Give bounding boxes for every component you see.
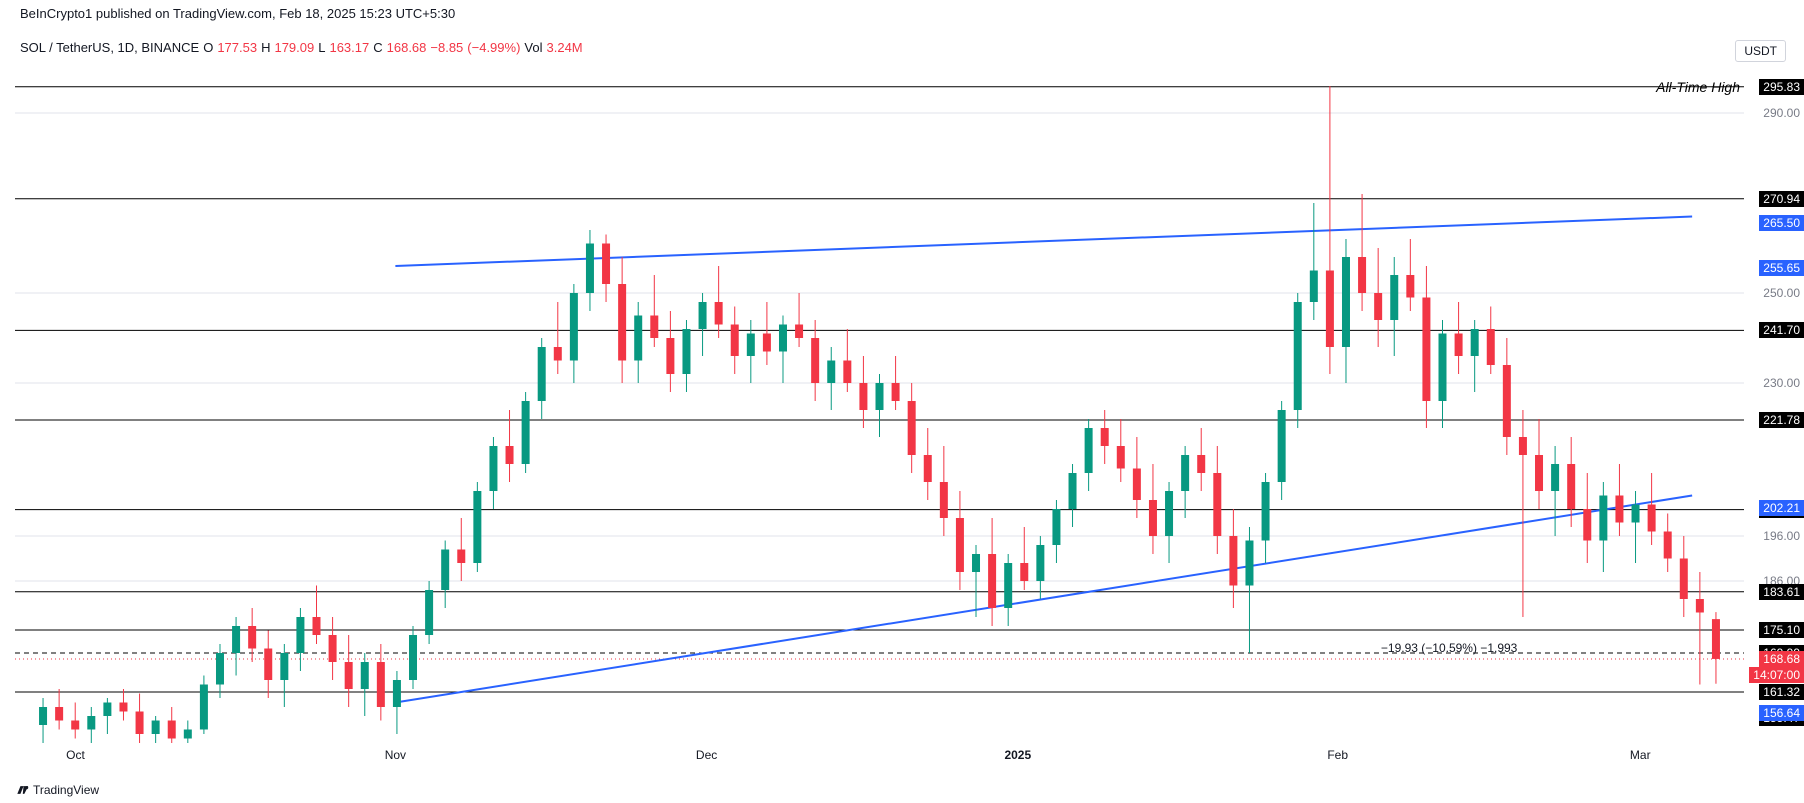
ohlc-o-label: O	[203, 40, 213, 55]
price-label: 175.10	[1759, 622, 1804, 638]
price-label: 230.00	[1759, 375, 1804, 391]
price-label: 270.94	[1759, 191, 1804, 207]
ticker-info: SOL / TetherUS, 1D, BINANCE O 177.53 H 1…	[20, 40, 583, 55]
time-tick: Dec	[696, 748, 717, 762]
ath-label: All-Time High	[1656, 79, 1740, 95]
time-tick: Mar	[1630, 748, 1651, 762]
vol-label: Vol	[524, 40, 542, 55]
price-label: 295.83	[1759, 79, 1804, 95]
price-label: 221.78	[1759, 412, 1804, 428]
time-tick: Oct	[66, 748, 85, 762]
price-label: 183.61	[1759, 584, 1804, 600]
tv-icon	[15, 783, 29, 797]
price-label: 202.21	[1759, 500, 1804, 516]
price-label: 156.64	[1759, 705, 1804, 721]
change-pct: (−4.99%)	[467, 40, 520, 55]
symbol: SOL / TetherUS, 1D, BINANCE	[20, 40, 199, 55]
change-abs: −8.85	[430, 40, 463, 55]
price-label: 250.00	[1759, 285, 1804, 301]
price-label: 255.65	[1759, 260, 1804, 276]
price-label: 161.32	[1759, 684, 1804, 700]
ohlc-l-label: L	[318, 40, 325, 55]
ohlc-c-label: C	[373, 40, 382, 55]
delta-label: −19.93 (−10.59%) −1,993	[1381, 641, 1517, 655]
quote-currency-badge[interactable]: USDT	[1735, 40, 1786, 62]
ohlc-h: 179.09	[274, 40, 314, 55]
ohlc-c: 168.68	[387, 40, 427, 55]
time-tick: Nov	[385, 748, 406, 762]
footer-text: TradingView	[33, 783, 99, 797]
price-scale[interactable]: 290.00250.00230.00196.00186.00295.83270.…	[1744, 68, 1804, 743]
ohlc-o: 177.53	[217, 40, 257, 55]
ohlc-l: 163.17	[329, 40, 369, 55]
price-label: 265.50	[1759, 215, 1804, 231]
price-label: 290.00	[1759, 105, 1804, 121]
time-tick: Feb	[1327, 748, 1348, 762]
price-label: 168.68	[1759, 651, 1804, 667]
tradingview-logo: TradingView	[15, 783, 99, 797]
time-scale[interactable]: Oct Nov Dec 2025 Feb Mar	[15, 748, 1744, 768]
price-label: 241.70	[1759, 322, 1804, 338]
vol-value: 3.24M	[547, 40, 583, 55]
ohlc-h-label: H	[261, 40, 270, 55]
chart-area[interactable]: All-Time High −19.93 (−10.59%) −1,993	[15, 68, 1744, 743]
publisher-line: BeInCrypto1 published on TradingView.com…	[20, 6, 455, 21]
countdown-label: 14:07:00	[1749, 667, 1804, 683]
time-tick: 2025	[1004, 748, 1031, 762]
price-label: 196.00	[1759, 528, 1804, 544]
